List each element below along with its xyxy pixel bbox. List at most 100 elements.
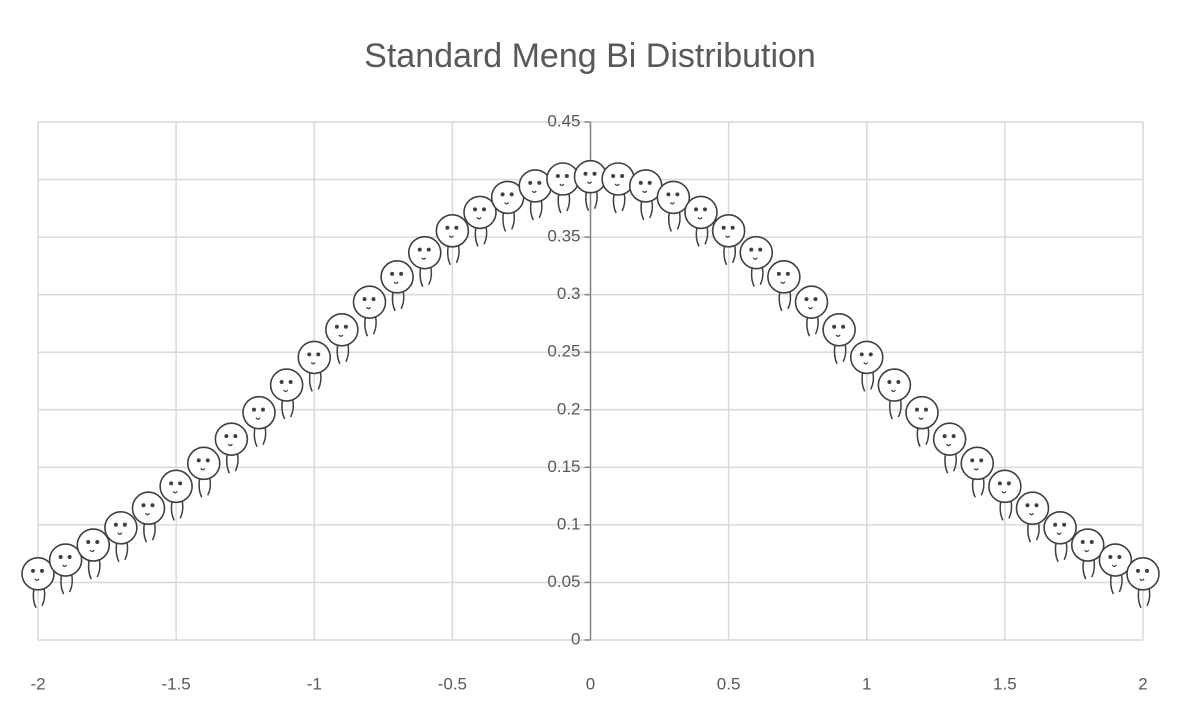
marker-eye: [31, 568, 35, 573]
marker-eye: [1117, 555, 1122, 560]
marker-eye: [113, 522, 118, 527]
y-tick-label: 0.05: [547, 572, 580, 591]
marker-eye: [261, 407, 265, 412]
marker-eye: [1089, 540, 1094, 545]
marker-eye: [40, 568, 44, 573]
marker-eye: [86, 540, 91, 545]
marker-eye: [583, 171, 588, 176]
face-marker: [242, 395, 276, 448]
marker-head: [1070, 528, 1105, 562]
marker-head: [104, 510, 138, 545]
marker-head: [988, 469, 1022, 504]
marker-eye: [141, 503, 146, 508]
x-tick-label: -1.5: [161, 674, 190, 693]
marker-eye: [205, 458, 210, 463]
marker-eye: [942, 434, 947, 439]
marker-head: [463, 195, 497, 230]
face-marker: [822, 313, 856, 365]
marker-eye: [804, 297, 809, 302]
x-tick-label: 0.5: [717, 674, 741, 693]
marker-mouth: [283, 389, 289, 393]
marker-eye: [1006, 481, 1011, 486]
face-marker: [214, 422, 249, 474]
marker-head: [325, 313, 359, 347]
marker-eye: [749, 247, 754, 252]
marker-eye: [1108, 555, 1113, 560]
marker-eye: [224, 434, 229, 439]
marker-head: [932, 422, 967, 456]
marker-eye: [730, 225, 735, 230]
marker-eye: [915, 407, 919, 412]
marker-eye: [362, 297, 367, 302]
marker-mouth: [476, 217, 482, 220]
y-tick-label: 0.2: [557, 399, 581, 418]
marker-eye: [399, 271, 404, 276]
face-marker: [573, 159, 608, 212]
marker-mouth: [725, 235, 731, 238]
marker-eye: [675, 192, 680, 197]
marker-eye: [233, 434, 238, 439]
marker-eye: [1136, 568, 1140, 573]
marker-eye: [1034, 503, 1039, 508]
marker-mouth: [1084, 549, 1090, 553]
marker-mouth: [172, 490, 178, 494]
face-marker: [739, 235, 774, 288]
marker-mouth: [1056, 532, 1062, 535]
marker-mouth: [34, 578, 40, 581]
marker-mouth: [807, 306, 814, 310]
marker-mouth: [946, 443, 952, 447]
y-tick-label: 0: [571, 629, 580, 648]
marker-eye: [473, 207, 477, 212]
marker-head: [269, 368, 304, 402]
marker-mouth: [918, 417, 924, 420]
marker-eye: [721, 225, 726, 230]
marker-eye: [343, 324, 348, 329]
face-marker: [794, 285, 829, 337]
marker-mouth: [338, 334, 344, 337]
face-marker: [849, 340, 884, 392]
y-tick-label: 0.3: [557, 284, 581, 303]
marker-head: [435, 214, 470, 248]
marker-head: [1098, 543, 1133, 577]
marker-head: [518, 169, 553, 203]
marker-eye: [279, 380, 284, 385]
face-marker: [48, 543, 83, 595]
marker-eye: [832, 324, 837, 329]
marker-head: [905, 395, 939, 430]
face-marker: [1015, 491, 1050, 543]
marker-mouth: [62, 564, 68, 568]
marker-head: [601, 162, 635, 196]
marker-mouth: [669, 202, 675, 205]
marker-mouth: [1001, 490, 1007, 494]
marker-head: [380, 260, 414, 294]
marker-head: [186, 446, 221, 481]
face-marker: [490, 180, 525, 232]
marker-eye: [887, 380, 892, 385]
face-marker: [1070, 528, 1105, 580]
face-marker: [297, 340, 332, 392]
marker-eye: [417, 247, 422, 252]
x-tick-label: 2: [1138, 674, 1147, 693]
marker-head: [960, 446, 995, 481]
marker-mouth: [255, 417, 261, 420]
face-marker: [407, 235, 442, 288]
marker-eye: [868, 352, 873, 357]
marker-eye: [611, 174, 616, 179]
face-marker: [518, 169, 553, 221]
marker-mouth: [393, 281, 399, 284]
marker-head: [684, 195, 718, 230]
marker-head: [739, 235, 774, 270]
marker-head: [352, 285, 387, 319]
marker-eye: [426, 247, 431, 252]
face-marker: [352, 285, 387, 337]
marker-eye: [703, 207, 707, 212]
marker-mouth: [1028, 512, 1035, 516]
face-marker: [628, 169, 663, 221]
marker-head: [794, 285, 829, 319]
marker-mouth: [200, 467, 206, 471]
marker-head: [1015, 491, 1050, 526]
marker-mouth: [365, 306, 372, 310]
marker-mouth: [227, 443, 233, 447]
marker-mouth: [614, 183, 620, 187]
